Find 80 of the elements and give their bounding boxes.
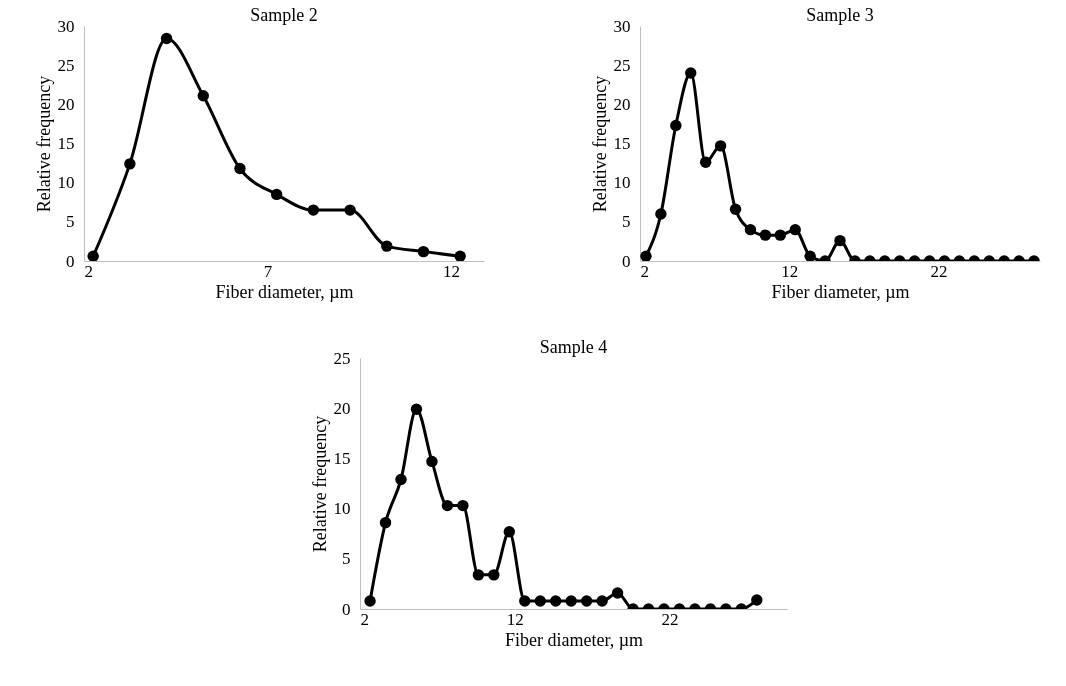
y-tick-label: 5	[66, 212, 75, 232]
y-tick-label: 10	[613, 173, 631, 193]
y-tick-label: 0	[66, 251, 75, 271]
point	[307, 204, 320, 216]
point	[565, 595, 577, 607]
y-axis-title: Relative frequency	[309, 415, 330, 553]
y-tick-label: 10	[57, 173, 75, 193]
y-tick-label: 5	[342, 549, 351, 569]
point	[640, 250, 652, 261]
y-tick-label: 30	[57, 16, 75, 36]
point	[759, 229, 772, 241]
y-axis-title: Relative frequency	[33, 75, 54, 213]
point	[457, 499, 469, 512]
point	[550, 595, 562, 607]
point	[655, 208, 667, 220]
y-tick-label: 15	[333, 448, 351, 468]
point	[670, 119, 682, 132]
point	[596, 595, 608, 607]
point	[364, 595, 376, 607]
y-tick-label: 0	[622, 251, 631, 271]
point	[472, 569, 485, 581]
y-tick-label: 0	[342, 599, 351, 619]
x-tick-label: 2	[84, 261, 93, 281]
y-tick-label: 30	[613, 16, 631, 36]
point	[685, 67, 697, 79]
y-tick-label: 20	[57, 94, 75, 114]
point	[611, 587, 624, 599]
point	[519, 595, 531, 607]
x-tick-label: 12	[442, 261, 460, 281]
x-tick-label: 12	[506, 609, 524, 629]
point	[441, 499, 454, 512]
point	[270, 188, 283, 201]
point	[488, 569, 500, 581]
point	[197, 90, 209, 102]
point	[410, 403, 423, 415]
y-tick-label: 15	[57, 134, 75, 153]
x-tick-label: 2	[360, 609, 369, 629]
chart-title: Sample 3	[806, 5, 874, 25]
point	[699, 156, 712, 168]
y-axis-title: Relative frequency	[589, 75, 610, 213]
x-axis-title: Fiber diameter, µm	[215, 281, 354, 302]
chart-title: Sample 4	[539, 337, 608, 357]
point	[789, 223, 801, 236]
point	[714, 140, 727, 152]
chart-title: Sample 2	[250, 5, 318, 25]
point	[344, 204, 356, 216]
point	[454, 250, 466, 261]
y-tick-label: 5	[622, 212, 631, 232]
y-tick-label: 20	[613, 94, 631, 114]
point	[379, 516, 392, 529]
point	[503, 526, 515, 538]
y-tick-label: 25	[613, 55, 631, 75]
point	[804, 250, 816, 261]
y-tick-label: 25	[333, 348, 351, 368]
point	[417, 245, 430, 258]
x-axis-title: Fiber diameter, µm	[771, 281, 910, 302]
x-tick-label: 7	[263, 261, 273, 281]
point	[234, 162, 246, 175]
x-axis-title: Fiber diameter, µm	[504, 629, 644, 650]
point	[744, 223, 757, 236]
point	[729, 203, 742, 215]
point	[534, 595, 546, 607]
y-tick-label: 10	[333, 499, 351, 519]
x-tick-label: 12	[781, 261, 799, 281]
point	[751, 594, 763, 606]
point	[580, 595, 593, 607]
point	[160, 32, 173, 45]
y-tick-label: 15	[613, 134, 631, 153]
point	[774, 229, 786, 241]
x-tick-label: 22	[661, 609, 679, 629]
point	[124, 158, 136, 170]
point	[426, 455, 438, 468]
point	[381, 240, 393, 252]
point	[834, 234, 846, 247]
point	[87, 250, 99, 261]
x-tick-label: 2	[640, 261, 649, 281]
y-tick-label: 25	[57, 55, 75, 75]
point	[395, 473, 407, 486]
x-tick-label: 22	[930, 261, 948, 281]
y-tick-label: 20	[333, 398, 351, 418]
